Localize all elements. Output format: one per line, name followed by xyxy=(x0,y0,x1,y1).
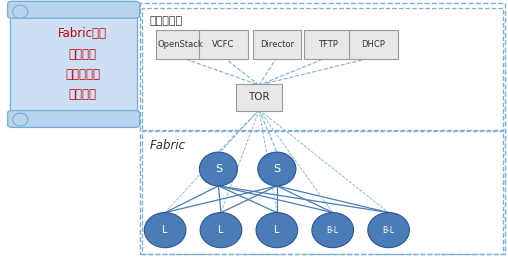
FancyBboxPatch shape xyxy=(10,12,137,118)
Text: DHCP: DHCP xyxy=(362,40,385,49)
Text: OpenStack: OpenStack xyxy=(157,40,203,49)
FancyBboxPatch shape xyxy=(304,30,352,58)
FancyBboxPatch shape xyxy=(8,110,140,127)
Text: 资源纳管: 资源纳管 xyxy=(69,88,97,101)
Text: B-L: B-L xyxy=(327,226,339,235)
Text: L: L xyxy=(274,225,279,235)
Ellipse shape xyxy=(256,213,298,248)
FancyBboxPatch shape xyxy=(236,84,282,111)
Ellipse shape xyxy=(144,213,186,248)
FancyBboxPatch shape xyxy=(8,1,140,18)
Text: VCFC: VCFC xyxy=(212,40,235,49)
Ellipse shape xyxy=(312,213,354,248)
Text: Fabric: Fabric xyxy=(150,139,186,152)
Text: 可视化部署: 可视化部署 xyxy=(66,68,100,81)
Ellipse shape xyxy=(258,152,296,186)
Text: TOR: TOR xyxy=(248,93,270,102)
FancyBboxPatch shape xyxy=(156,30,204,58)
Ellipse shape xyxy=(13,113,28,126)
Text: S: S xyxy=(273,164,280,174)
Ellipse shape xyxy=(199,152,238,186)
FancyBboxPatch shape xyxy=(253,30,301,58)
Text: Director: Director xyxy=(260,40,294,49)
Ellipse shape xyxy=(13,5,28,18)
Text: L: L xyxy=(218,225,224,235)
FancyBboxPatch shape xyxy=(199,30,248,58)
Ellipse shape xyxy=(368,213,409,248)
Text: TFTP: TFTP xyxy=(318,40,338,49)
Text: B-L: B-L xyxy=(383,226,395,235)
Text: 带外管理网: 带外管理网 xyxy=(150,16,183,26)
Text: 自动配置: 自动配置 xyxy=(69,48,97,61)
Text: Fabric规划: Fabric规划 xyxy=(58,27,107,40)
Text: S: S xyxy=(215,164,222,174)
Text: L: L xyxy=(163,225,168,235)
Ellipse shape xyxy=(200,213,242,248)
FancyBboxPatch shape xyxy=(350,30,397,58)
